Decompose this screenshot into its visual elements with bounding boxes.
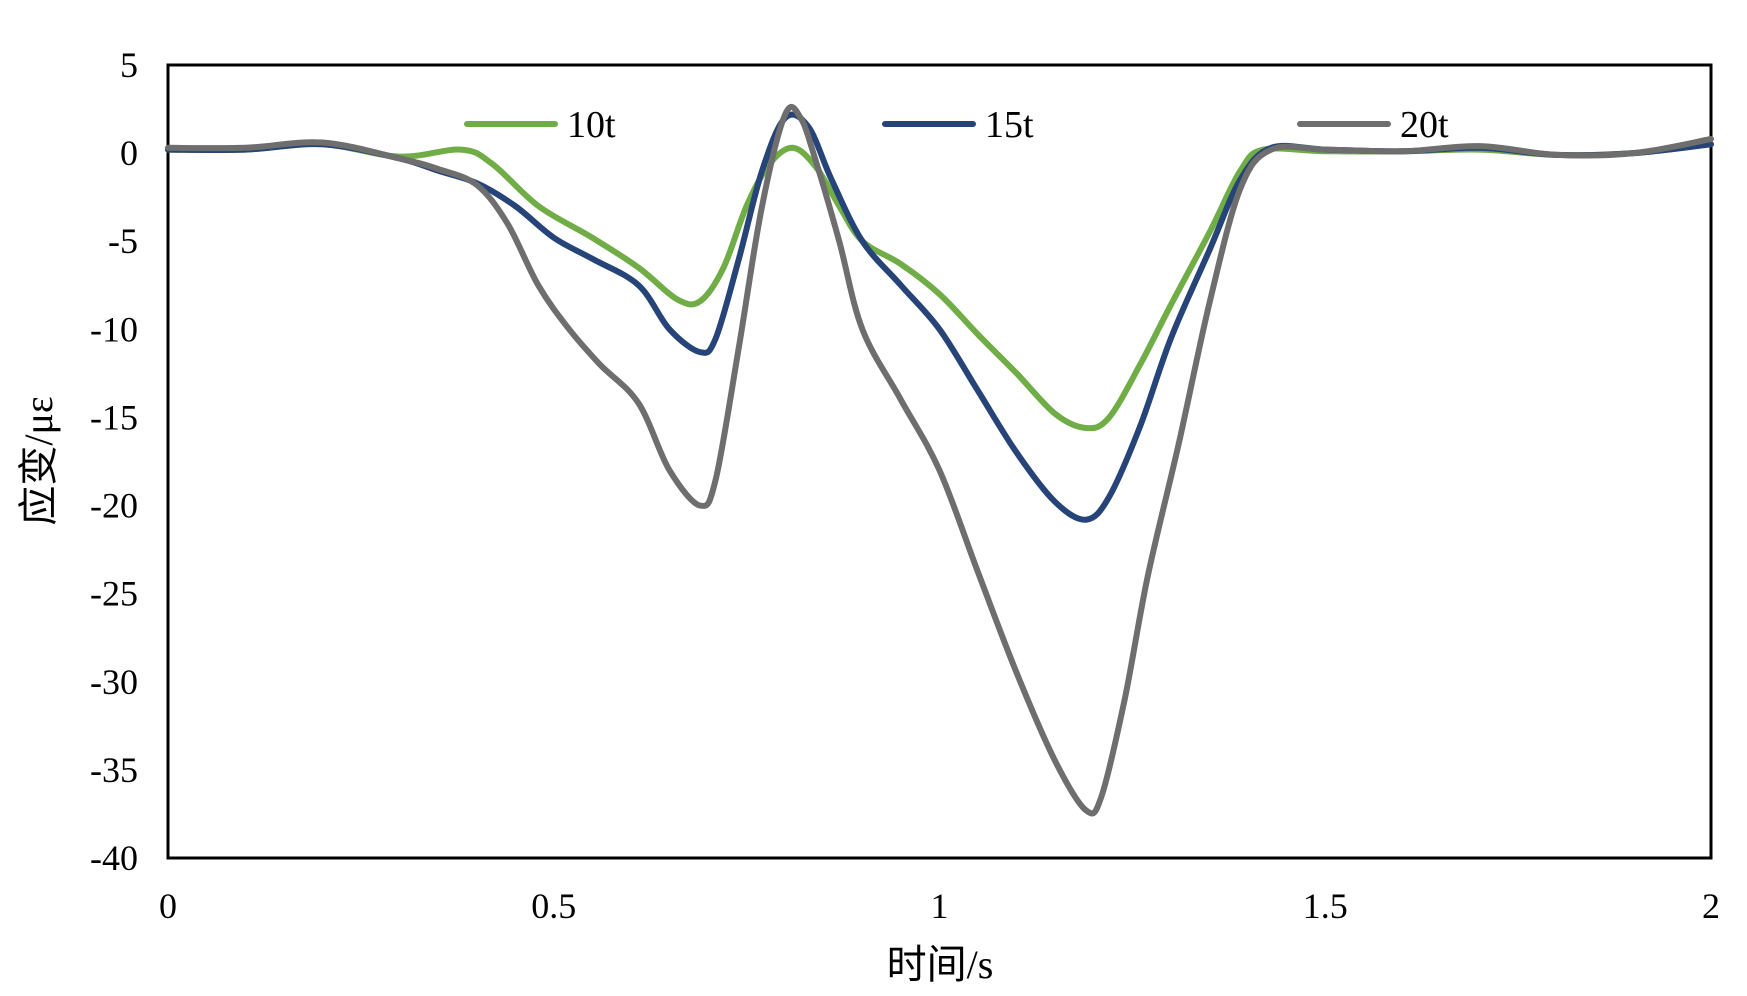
- plot-area: [166, 63, 1713, 860]
- y-tick-label: -25: [90, 574, 138, 614]
- y-tick-label: -10: [90, 309, 138, 349]
- legend-label: 15t: [985, 104, 1034, 146]
- series-lines: [165, 103, 1714, 817]
- y-tick-label: -35: [90, 750, 138, 790]
- y-tick-label: -5: [108, 221, 138, 261]
- y-tick-label: -15: [90, 397, 138, 437]
- legend-label: 10t: [567, 104, 616, 146]
- x-tick-label: 1.5: [1303, 886, 1348, 926]
- x-tick-label: 0: [159, 886, 177, 926]
- legend-item-15t: 15t: [882, 104, 1034, 146]
- y-axis-title: 应变/με: [16, 396, 61, 525]
- legend: 10t 15t 20t: [464, 104, 1449, 146]
- y-tick-label: -20: [90, 486, 138, 526]
- legend-item-10t: 10t: [464, 104, 616, 146]
- x-tick-label: 0.5: [531, 886, 576, 926]
- y-tick-labels: 5 0 -5 -10 -15 -20 -25 -30 -35 -40: [90, 45, 138, 878]
- legend-item-20t: 20t: [1297, 104, 1449, 146]
- x-tick-label: 1: [931, 886, 949, 926]
- y-tick-label: -30: [90, 662, 138, 702]
- x-tick-labels: 0 0.5 1 1.5 2: [159, 886, 1720, 926]
- y-tick-label: 0: [120, 133, 138, 173]
- series-line-20t: [165, 103, 1714, 817]
- legend-label: 20t: [1400, 104, 1449, 146]
- x-axis-title: 时间/s: [887, 942, 994, 987]
- y-tick-label: 5: [120, 45, 138, 85]
- y-tick-label: -40: [90, 838, 138, 878]
- x-tick-label: 2: [1702, 886, 1720, 926]
